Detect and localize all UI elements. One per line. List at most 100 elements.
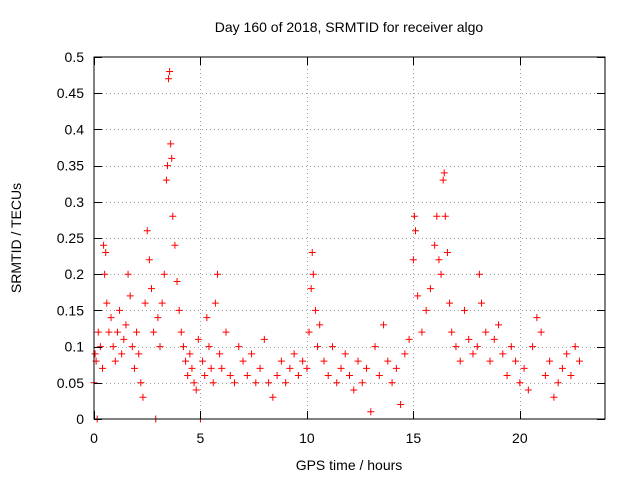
data-point xyxy=(133,328,141,336)
data-point xyxy=(460,306,468,314)
data-point xyxy=(439,176,447,184)
data-point xyxy=(102,248,110,256)
data-point xyxy=(111,357,119,365)
data-point xyxy=(158,299,166,307)
data-point xyxy=(541,372,549,380)
data-point xyxy=(486,357,494,365)
data-point xyxy=(537,328,545,336)
data-point xyxy=(431,241,439,249)
x-tick-label: 20 xyxy=(512,430,528,446)
data-point xyxy=(308,248,316,256)
chart-title: Day 160 of 2018, SRMTID for receiver alg… xyxy=(215,19,484,35)
data-point xyxy=(162,176,170,184)
data-point xyxy=(558,364,566,372)
data-point xyxy=(99,364,107,372)
axis-ticks: 0 0.05 0.1 0.15 0.2 0.25 0.3 0.35 0.4 0.45 0.5 0 5 10… xyxy=(57,49,605,446)
data-point xyxy=(452,343,460,351)
data-point xyxy=(169,212,177,220)
data-point xyxy=(248,350,256,358)
data-point xyxy=(495,321,503,329)
data-point xyxy=(222,328,230,336)
data-point xyxy=(269,393,277,401)
data-point xyxy=(418,328,426,336)
data-point xyxy=(341,350,349,358)
data-point xyxy=(175,306,183,314)
data-point xyxy=(141,299,149,307)
data-point xyxy=(120,335,128,343)
data-point xyxy=(443,248,451,256)
data-point xyxy=(475,270,483,278)
y-tick-label: 0.45 xyxy=(57,85,84,101)
y-tick-label: 0.35 xyxy=(57,158,84,174)
y-tick-label: 0.5 xyxy=(65,49,85,65)
y-tick-label: 0.25 xyxy=(57,230,84,246)
data-point xyxy=(303,364,311,372)
data-point xyxy=(103,299,111,307)
data-point xyxy=(277,357,285,365)
data-point xyxy=(179,343,187,351)
data-point xyxy=(124,270,132,278)
data-point xyxy=(122,321,130,329)
data-point xyxy=(533,314,541,322)
data-point xyxy=(441,212,449,220)
data-point xyxy=(507,343,515,351)
data-point xyxy=(512,357,520,365)
data-point xyxy=(414,292,422,300)
y-axis-label: SRMTID / TECUs xyxy=(8,183,24,293)
data-point xyxy=(239,357,247,365)
data-point xyxy=(156,343,164,351)
data-point xyxy=(203,314,211,322)
data-point xyxy=(529,343,537,351)
data-point xyxy=(192,386,200,394)
data-point xyxy=(575,357,583,365)
y-tick-label: 0.05 xyxy=(57,375,84,391)
data-point xyxy=(188,364,196,372)
data-point xyxy=(320,357,328,365)
data-point xyxy=(290,350,298,358)
data-point xyxy=(294,372,302,380)
data-point xyxy=(324,372,332,380)
data-point xyxy=(216,350,224,358)
data-point xyxy=(337,364,345,372)
data-point xyxy=(199,357,207,365)
data-point xyxy=(128,343,136,351)
data-point xyxy=(147,285,155,293)
data-point xyxy=(126,292,134,300)
data-point xyxy=(433,212,441,220)
data-point xyxy=(314,343,322,351)
data-point xyxy=(503,372,511,380)
data-point xyxy=(405,335,413,343)
data-point xyxy=(100,241,108,249)
data-point xyxy=(166,67,174,75)
data-point xyxy=(182,357,190,365)
data-point xyxy=(435,256,443,264)
data-point xyxy=(94,328,102,336)
data-point xyxy=(107,314,115,322)
data-point xyxy=(96,343,104,351)
data-point xyxy=(448,328,456,336)
data-point xyxy=(207,364,215,372)
data-point xyxy=(184,372,192,380)
data-point xyxy=(101,270,109,278)
data-point xyxy=(190,379,198,387)
data-point xyxy=(282,379,290,387)
x-tick-label: 5 xyxy=(197,430,205,446)
data-point xyxy=(384,357,392,365)
y-tick-label: 0.2 xyxy=(65,266,85,282)
data-point xyxy=(286,364,294,372)
data-point xyxy=(550,393,558,401)
data-point xyxy=(346,372,353,380)
y-tick-label: 0.4 xyxy=(65,121,85,137)
data-point xyxy=(422,306,430,314)
data-point xyxy=(252,379,260,387)
data-point xyxy=(446,299,454,307)
data-point xyxy=(168,154,176,162)
data-point xyxy=(482,328,490,336)
data-point xyxy=(371,343,379,351)
x-tick-label: 15 xyxy=(406,430,422,446)
data-point xyxy=(307,285,315,293)
data-point xyxy=(567,372,575,380)
data-point xyxy=(143,227,151,235)
data-point xyxy=(235,343,243,351)
data-point xyxy=(137,379,145,387)
